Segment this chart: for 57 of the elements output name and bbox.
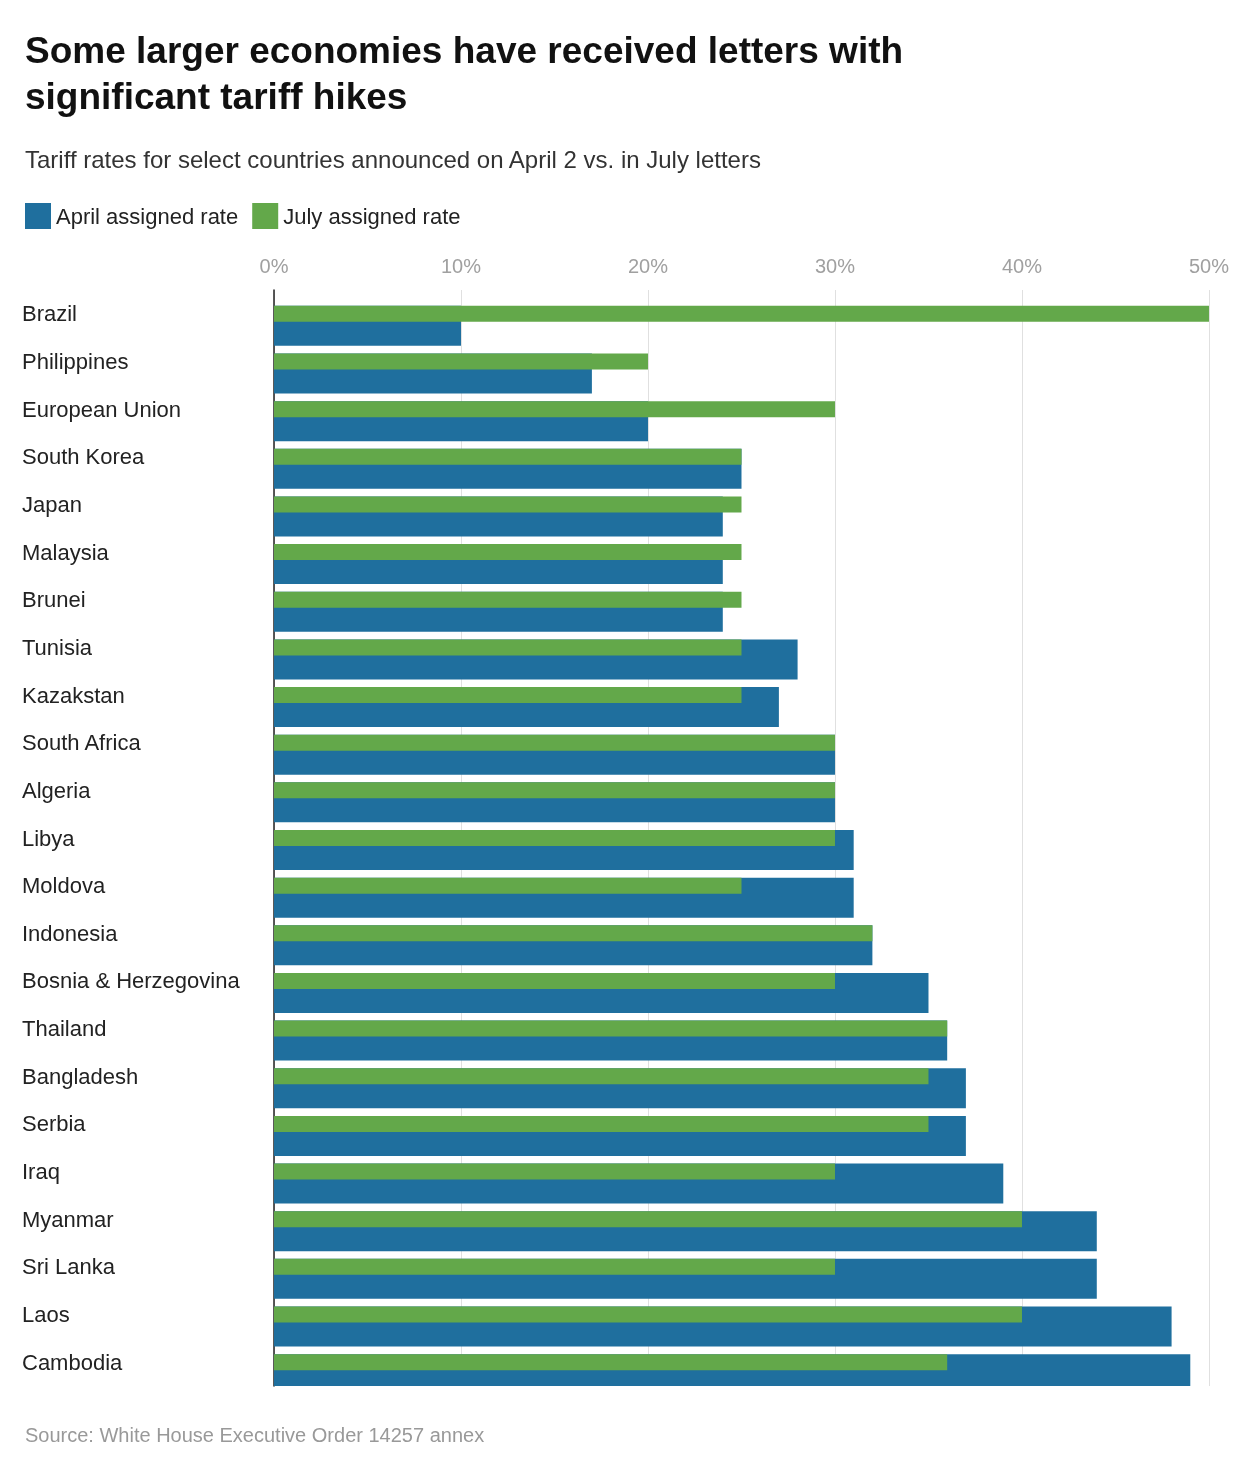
bar	[274, 1020, 948, 1037]
y-tick-label: South Korea	[22, 444, 146, 470]
y-tick-label: Cambodia	[22, 1349, 124, 1375]
y-tick-label: Algeria	[22, 777, 92, 803]
x-tick-label: 40%	[1001, 255, 1043, 277]
bar	[274, 1306, 1022, 1323]
bar	[274, 353, 648, 370]
y-tick-label: Indonesia	[22, 920, 119, 946]
bar	[274, 1211, 1022, 1228]
x-tick-label: 10%	[440, 255, 482, 277]
chart-subtitle: Tariff rates for select countries announced on April 2 vs. in July letters	[25, 145, 761, 173]
y-tick-label: Serbia	[22, 1111, 87, 1137]
y-tick-label: Brunei	[22, 587, 86, 613]
x-tick-label: 20%	[627, 255, 669, 277]
bar	[274, 496, 742, 513]
bar	[274, 591, 742, 608]
y-tick-label: Sri Lanka	[22, 1254, 116, 1280]
legend-label: July assigned rate	[283, 203, 461, 229]
y-tick-label: Japan	[22, 491, 82, 517]
y-tick-label: Libya	[22, 825, 76, 851]
bar	[274, 972, 835, 989]
x-tick-label: 50%	[1188, 255, 1230, 277]
bar	[274, 1068, 929, 1085]
legend-label: April assigned rate	[56, 203, 239, 229]
y-tick-label: European Union	[22, 396, 182, 422]
bar	[274, 877, 742, 894]
y-tick-label: Moldova	[22, 873, 106, 899]
y-tick-label: Tunisia	[22, 634, 93, 660]
y-tick-label: Philippines	[22, 348, 129, 374]
bar	[274, 544, 742, 561]
x-tick-label: 0%	[259, 255, 289, 277]
bar	[274, 1258, 835, 1275]
bar	[274, 734, 835, 751]
bar	[274, 1354, 948, 1371]
y-tick-label: South Africa	[22, 730, 142, 756]
bar	[274, 639, 742, 656]
bar	[274, 401, 835, 418]
x-tick-label: 30%	[814, 255, 856, 277]
bar	[274, 1163, 835, 1180]
y-tick-label: Malaysia	[22, 539, 110, 565]
chart-title: Some larger economies have received letters with significant tariff hikes	[25, 29, 914, 117]
y-tick-label: Bangladesh	[22, 1063, 139, 1089]
y-tick-label: Bosnia & Herzegovina	[22, 968, 241, 994]
y-tick-label: Myanmar	[22, 1206, 114, 1232]
bar	[274, 782, 835, 799]
source-note: Source: White House Executive Order 14257 annex	[25, 1424, 485, 1446]
bar	[274, 448, 742, 465]
bar	[274, 1115, 929, 1132]
y-tick-label: Laos	[22, 1302, 70, 1328]
bar	[274, 830, 835, 846]
bar	[274, 925, 873, 942]
y-tick-label: Brazil	[22, 301, 78, 327]
bar	[274, 305, 1209, 322]
y-tick-label: Thailand	[22, 1016, 107, 1042]
bar	[274, 687, 742, 704]
y-tick-label: Kazakstan	[22, 682, 125, 708]
y-tick-label: Iraq	[22, 1159, 60, 1185]
